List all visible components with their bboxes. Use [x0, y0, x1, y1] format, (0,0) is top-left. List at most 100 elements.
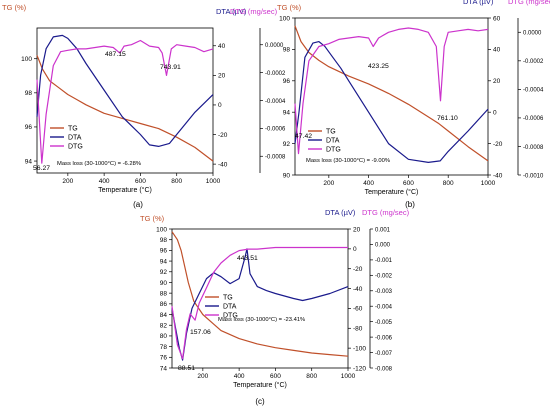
legend-label-dtg: DTG: [68, 144, 83, 151]
left-tick-label: 90: [283, 172, 291, 179]
mass-loss-note: Mass loss (30-1000°C) = -23.41%: [218, 317, 305, 323]
mid-tick-label: 0: [493, 110, 497, 117]
left-tick-label: 76: [160, 355, 168, 362]
x-tick-label: 800: [306, 373, 317, 380]
left-tick-label: 82: [160, 323, 168, 330]
series-line-tg: [294, 25, 489, 162]
x-tick-label: 400: [363, 180, 374, 187]
series-line-dtg: [36, 39, 214, 164]
mid-tick-label: -20: [218, 132, 228, 139]
x-axis-label: Temperature (°C): [365, 188, 419, 196]
left-tick-label: 98: [160, 237, 168, 244]
mid-axis-title: DTA (µV): [325, 208, 356, 217]
right-tick-label: 0.0000: [265, 43, 284, 49]
left-axis-title: TG (%): [2, 3, 27, 12]
mid-tick-label: 0: [353, 246, 357, 253]
peak-annotation: 743.91: [160, 64, 181, 71]
right-tick-label: -0.003: [375, 289, 393, 295]
x-tick-label: 200: [197, 373, 208, 380]
mid-tick-label: -60: [353, 306, 363, 313]
peak-annotation: 88.51: [178, 365, 195, 372]
left-tick-label: 88: [160, 290, 168, 297]
right-tick-label: 0.001: [375, 227, 391, 233]
left-tick-label: 94: [25, 158, 33, 165]
mid-tick-label: -20: [493, 141, 503, 148]
left-tick-label: 94: [283, 110, 291, 117]
left-tick-label: 80: [160, 333, 168, 340]
right-tick-label: -0.002: [375, 274, 393, 280]
right-axis-title: DTG (mg/sec): [508, 0, 550, 6]
plot-frame: [36, 27, 214, 174]
legend-label-tg: TG: [326, 129, 336, 136]
right-tick-label: -0.0002: [523, 59, 544, 65]
mid-tick-label: -40: [493, 172, 503, 179]
series-line-dta: [36, 34, 214, 147]
right-tick-label: -0.0008: [523, 145, 544, 151]
mid-tick-label: 40: [218, 43, 226, 50]
peak-annotation: 487.15: [105, 51, 126, 58]
left-tick-label: 86: [160, 301, 168, 308]
legend-label-dtg: DTG: [223, 313, 238, 320]
mass-loss-note: Mass loss (30-1000°C) = -9.00%: [306, 158, 390, 164]
mid-tick-label: 0: [218, 102, 222, 109]
right-tick-label: -0.0004: [265, 99, 286, 105]
mid-tick-label: -100: [353, 345, 366, 352]
right-tick-label: -0.005: [375, 320, 393, 326]
right-tick-label: -0.001: [375, 258, 393, 264]
left-tick-label: 96: [25, 124, 33, 131]
plot-frame: [294, 17, 489, 176]
x-tick-label: 600: [270, 373, 281, 380]
peak-annotation: 47.42: [295, 133, 312, 140]
x-tick-label: 1000: [206, 178, 221, 185]
right-tick-label: 0.000: [375, 243, 391, 249]
mid-tick-label: -80: [353, 326, 363, 333]
mid-tick-label: -40: [218, 161, 228, 168]
left-tick-label: 100: [156, 226, 167, 233]
series-line-tg: [171, 231, 349, 357]
peak-annotation: 423.25: [368, 63, 389, 70]
x-axis-label: Temperature (°C): [98, 186, 152, 194]
x-tick-label: 1000: [341, 373, 356, 380]
panel-caption: (b): [405, 200, 415, 209]
right-tick-label: -0.0010: [523, 173, 544, 179]
right-tick-label: -0.007: [375, 351, 393, 357]
x-tick-label: 800: [443, 180, 454, 187]
series-line-dtg: [294, 27, 489, 155]
left-tick-label: 74: [160, 365, 168, 372]
x-tick-label: 800: [171, 178, 182, 185]
peak-annotation: 761.10: [437, 115, 458, 122]
x-tick-label: 400: [234, 373, 245, 380]
right-tick-label: 0.0000: [523, 31, 542, 37]
left-tick-label: 100: [279, 15, 290, 22]
mid-tick-label: 20: [493, 78, 501, 85]
legend-label-tg: TG: [223, 295, 233, 302]
right-tick-label: -0.004: [375, 305, 393, 311]
mid-tick-label: 60: [493, 15, 501, 22]
left-axis-title: TG (%): [140, 214, 165, 223]
right-tick-label: -0.0008: [265, 155, 286, 161]
mid-tick-label: -120: [353, 365, 366, 372]
x-tick-label: 600: [135, 178, 146, 185]
left-tick-label: 98: [283, 47, 291, 54]
left-tick-label: 92: [283, 141, 291, 148]
x-tick-label: 400: [99, 178, 110, 185]
peak-annotation: 157.06: [190, 329, 211, 336]
right-tick-label: -0.008: [375, 366, 393, 372]
legend-label-dtg: DTG: [326, 147, 341, 154]
peak-annotation: 443.51: [237, 255, 258, 262]
mid-tick-label: 20: [353, 226, 361, 233]
x-tick-label: 200: [62, 178, 73, 185]
legend-label-dta: DTA: [223, 304, 237, 311]
series-line-dta: [294, 41, 489, 163]
plot-frame: [171, 228, 349, 369]
left-tick-label: 90: [160, 280, 168, 287]
right-tick-label: -0.0004: [523, 88, 544, 94]
mid-axis-title: DTA (µV): [463, 0, 494, 6]
x-axis-label: Temperature (°C): [233, 381, 287, 389]
left-tick-label: 96: [160, 248, 168, 255]
right-tick-label: -0.0006: [265, 127, 286, 133]
